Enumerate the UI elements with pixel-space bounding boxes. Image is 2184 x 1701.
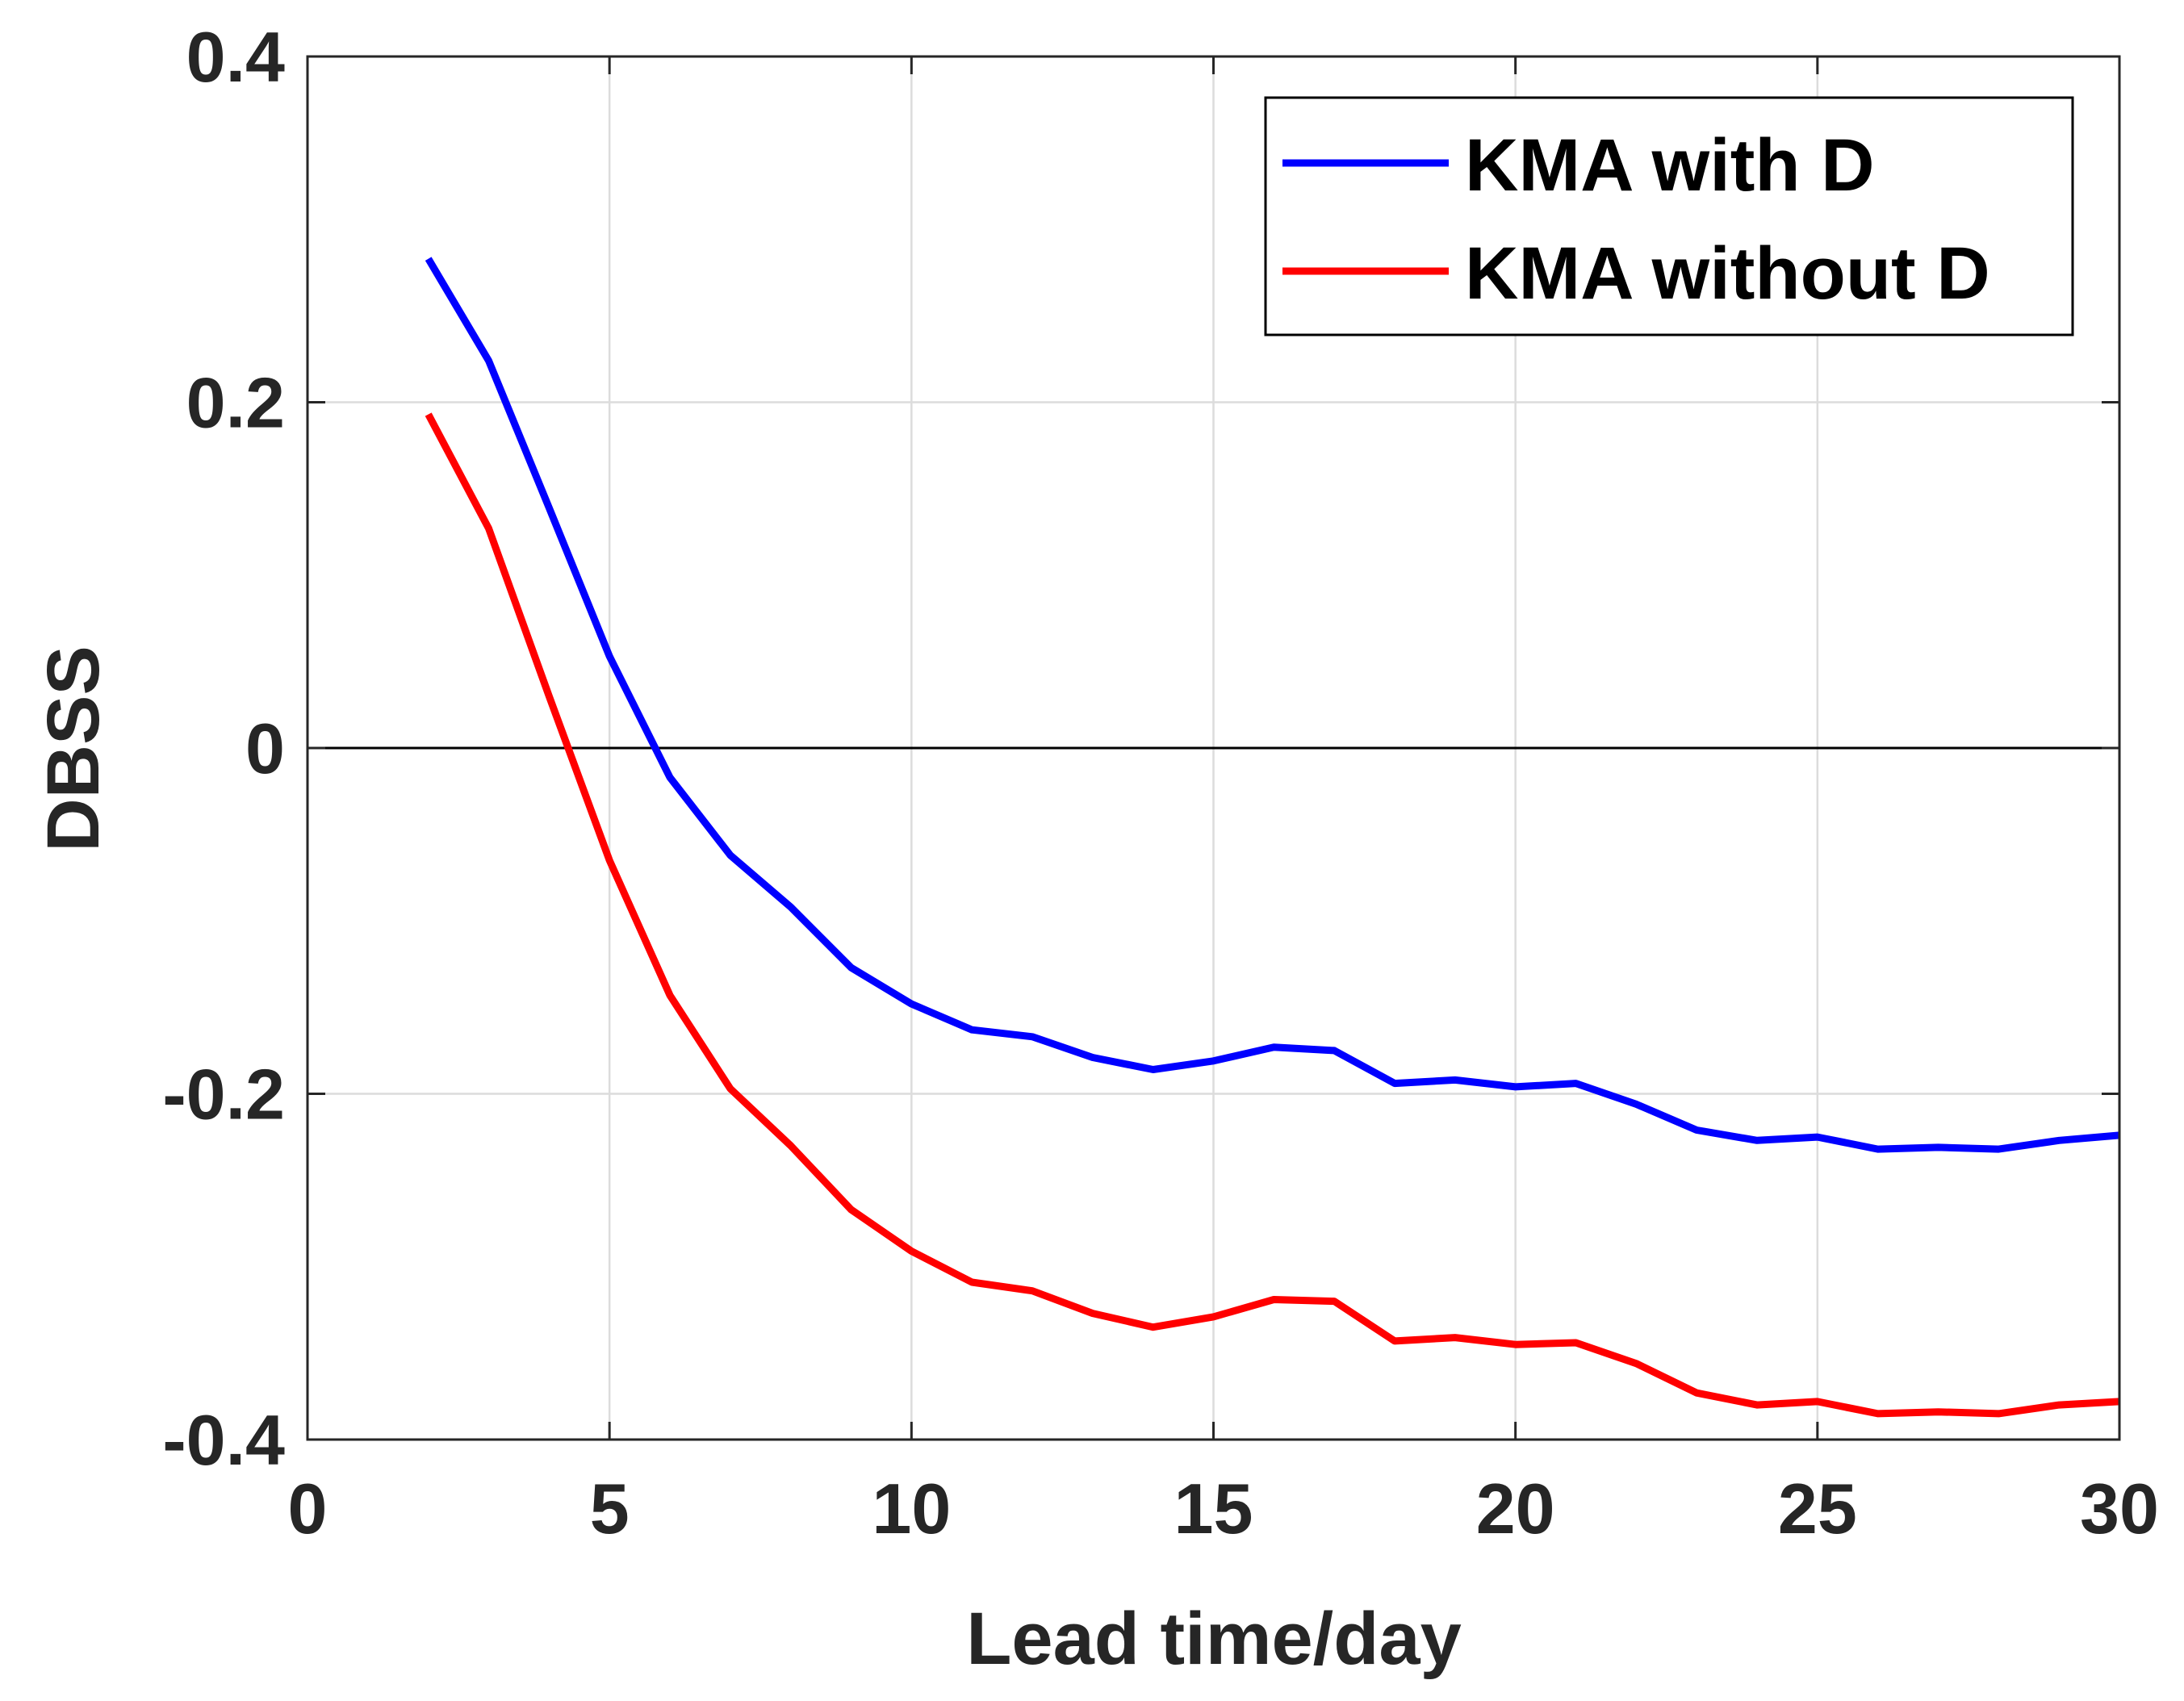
series-line-kma-without-d (425, 412, 2120, 1418)
legend-label-kma-without-d: KMA without D (1465, 232, 1990, 315)
x-axis-tick-labels: 0 5 10 15 20 25 30 (288, 1469, 2159, 1548)
y-tick-label: -0.4 (162, 1400, 285, 1480)
series-lines (425, 257, 2120, 1418)
y-tick-label: -0.2 (162, 1055, 285, 1135)
legend-box (1264, 96, 2074, 336)
y-tick-label: 0.4 (186, 17, 285, 97)
x-tick-label: 5 (590, 1469, 630, 1548)
y-tick-label: 0 (245, 708, 285, 788)
y-axis-label: DBSS (32, 646, 115, 852)
x-axis-label: Lead time/day (966, 1598, 1462, 1680)
x-tick-label: 25 (1778, 1469, 1857, 1548)
tick-marks (306, 55, 2121, 1441)
x-tick-label: 20 (1476, 1469, 1555, 1548)
x-tick-label: 15 (1174, 1469, 1253, 1548)
legend-label-kma-with-d: KMA with D (1465, 124, 1875, 207)
legend: KMA with D KMA without D (1264, 96, 2074, 336)
x-tick-label: 10 (872, 1469, 951, 1548)
x-tick-label: 30 (2080, 1469, 2159, 1548)
x-tick-label: 0 (288, 1469, 328, 1548)
y-axis-tick-labels: -0.4 -0.2 0 0.2 0.4 (162, 17, 285, 1480)
series-line-kma-with-d (425, 257, 2120, 1153)
y-tick-label: 0.2 (186, 363, 285, 443)
